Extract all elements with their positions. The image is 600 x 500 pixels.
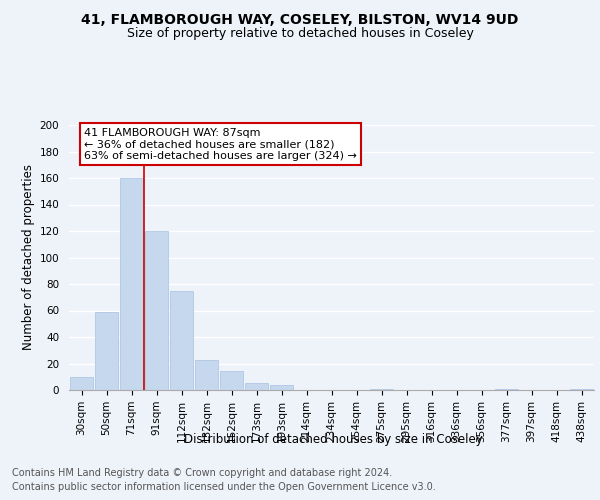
Text: 41, FLAMBOROUGH WAY, COSELEY, BILSTON, WV14 9UD: 41, FLAMBOROUGH WAY, COSELEY, BILSTON, W…	[82, 12, 518, 26]
Text: Contains public sector information licensed under the Open Government Licence v3: Contains public sector information licen…	[12, 482, 436, 492]
Bar	[120, 178, 143, 390]
Text: Size of property relative to detached houses in Coseley: Size of property relative to detached ho…	[127, 28, 473, 40]
Bar	[195, 360, 218, 390]
Bar	[245, 384, 268, 390]
Bar	[220, 372, 243, 390]
Bar	[270, 384, 293, 390]
Bar	[170, 290, 193, 390]
Bar	[70, 377, 93, 390]
Y-axis label: Number of detached properties: Number of detached properties	[22, 164, 35, 350]
Bar	[495, 388, 518, 390]
Bar	[95, 312, 118, 390]
Bar	[145, 231, 168, 390]
Bar	[570, 388, 593, 390]
Text: Contains HM Land Registry data © Crown copyright and database right 2024.: Contains HM Land Registry data © Crown c…	[12, 468, 392, 477]
Bar	[370, 388, 393, 390]
Text: Distribution of detached houses by size in Coseley: Distribution of detached houses by size …	[184, 432, 482, 446]
Text: 41 FLAMBOROUGH WAY: 87sqm
← 36% of detached houses are smaller (182)
63% of semi: 41 FLAMBOROUGH WAY: 87sqm ← 36% of detac…	[84, 128, 357, 161]
